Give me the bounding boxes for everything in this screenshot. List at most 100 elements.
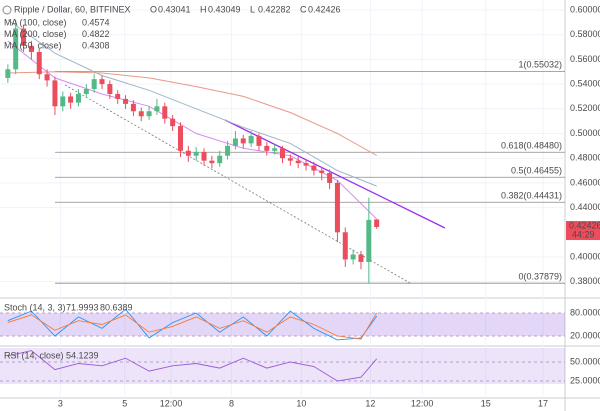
ma-legend-name: MA (200, close) <box>4 29 67 39</box>
indicator-tick-label: 25.0000 <box>570 375 600 385</box>
candle-body <box>28 45 34 52</box>
candle-body <box>358 254 364 262</box>
candle-body <box>44 74 50 81</box>
ohlc-label: C <box>300 4 307 14</box>
candle-body <box>366 219 372 262</box>
ohlc-label: O <box>150 4 157 14</box>
indicator-name: Stoch (14, 3, 3) <box>4 302 66 312</box>
candle-body <box>264 145 270 151</box>
ma-legend-name: MA (100, close) <box>4 17 67 27</box>
ma-legend-name: MA (50, close) <box>4 40 62 50</box>
candle-body <box>21 28 27 46</box>
candles <box>5 19 380 283</box>
candle-body <box>193 152 199 156</box>
moving-average-line <box>7 71 377 156</box>
candle-body <box>130 103 136 112</box>
candle-body <box>327 173 333 183</box>
moving-average-line <box>7 19 377 187</box>
fib-label: 0.618(0.48480) <box>501 141 562 151</box>
candle-body <box>138 111 144 117</box>
candle-body <box>280 148 285 159</box>
candle-body <box>13 28 19 70</box>
candle-body <box>209 160 215 164</box>
candle-body <box>232 138 238 146</box>
indicator-tick-label: 50.0000 <box>570 356 600 366</box>
candle-body <box>334 182 340 233</box>
countdown-label: 44:29 <box>572 229 595 239</box>
ma-legend-value: 0.4822 <box>82 29 110 39</box>
y-tick-label: 0.46000 <box>570 177 600 187</box>
candle-body <box>350 254 356 260</box>
fib-label: 0.382(0.44431) <box>501 191 562 201</box>
candle-body <box>91 79 97 90</box>
candle-body <box>185 150 191 156</box>
candle-body <box>99 79 105 85</box>
indicator-tick-label: 80.0000 <box>570 307 600 317</box>
x-tick-label: 5 <box>122 398 127 408</box>
ohlc-value: 0.42426 <box>308 4 341 14</box>
candle-body <box>170 118 176 127</box>
fib-retracement: 1(0.55032) 0.618(0.48480) 0.5(0.46455) 0.38… <box>55 60 565 284</box>
resistance-trendline <box>224 119 446 229</box>
x-tick-label: 17 <box>538 398 548 408</box>
ohlc-value: 0.43041 <box>158 4 191 14</box>
ohlc-value: 0.43049 <box>208 4 241 14</box>
y-tick-label: 0.44000 <box>570 202 600 212</box>
candle-body <box>201 152 207 161</box>
y-tick-label: 0.58000 <box>570 29 600 39</box>
y-tick-label: 0.50000 <box>570 128 600 138</box>
fib-label: 1(0.55032) <box>518 60 562 70</box>
candle-body <box>115 93 121 99</box>
indicator-band <box>0 313 565 337</box>
y-tick-label: 0.52000 <box>570 103 600 113</box>
candle-body <box>177 126 183 151</box>
axes: 0.60000 0.58000 0.56000 0.54000 0.52000 0.500… <box>58 4 600 408</box>
y-tick-label: 0.56000 <box>570 54 600 64</box>
candle-body <box>154 106 160 112</box>
y-tick-label: 0.40000 <box>570 251 600 261</box>
indicator-value: 71.9993 <box>66 302 99 312</box>
ma-legend-value: 0.4308 <box>82 40 110 50</box>
candle-body <box>146 111 152 117</box>
indicator-line <box>7 350 378 382</box>
y-tick-label: 0.60000 <box>570 4 600 14</box>
candle-body <box>75 93 81 103</box>
fib-label: 0.5(0.46455) <box>511 166 562 176</box>
last-price-box <box>566 221 600 241</box>
y-tick-label: 0.38000 <box>570 276 600 286</box>
indicator-name: RSI (14, close) <box>4 350 64 360</box>
candle-body <box>303 163 309 166</box>
ma-legend: MA (100, close) 0.4574 MA (200, close) 0.48… <box>4 17 133 360</box>
indicator-band <box>0 348 565 384</box>
indicator-line <box>7 312 378 340</box>
last-price-label: 0.42426 <box>569 220 600 230</box>
y-tick-label: 0.54000 <box>570 78 600 88</box>
candle-body <box>295 160 301 164</box>
symbol-title: Ripple / Dollar, 60, BITFINEX <box>14 4 131 14</box>
candle-body <box>68 96 74 103</box>
x-tick-label: 15 <box>481 398 491 408</box>
candle-body <box>256 135 262 146</box>
indicator-line <box>7 308 378 341</box>
ma-legend-value: 0.4574 <box>82 17 110 27</box>
ohlc-label: H <box>200 4 207 14</box>
candle-body <box>342 232 348 260</box>
indicator-value: 54.1239 <box>66 350 99 360</box>
candle-body <box>162 106 168 119</box>
candle-body <box>36 51 42 75</box>
candle-body <box>60 96 66 107</box>
symbol-icon[interactable] <box>2 5 12 15</box>
candle-body <box>107 84 113 94</box>
candle-body <box>248 135 254 144</box>
candle-body <box>240 138 246 144</box>
x-tick-label: 8 <box>229 398 234 408</box>
candle-body <box>287 158 293 161</box>
ohlc-legend: O 0.43041 H 0.43049 L 0.42282 C 0.42426 <box>150 4 341 14</box>
candle-body <box>272 148 278 151</box>
x-tick-label: 3 <box>58 398 63 408</box>
candle-body <box>5 69 11 78</box>
candle-body <box>311 165 317 171</box>
indicator-tick-label: 20.0000 <box>570 330 600 340</box>
